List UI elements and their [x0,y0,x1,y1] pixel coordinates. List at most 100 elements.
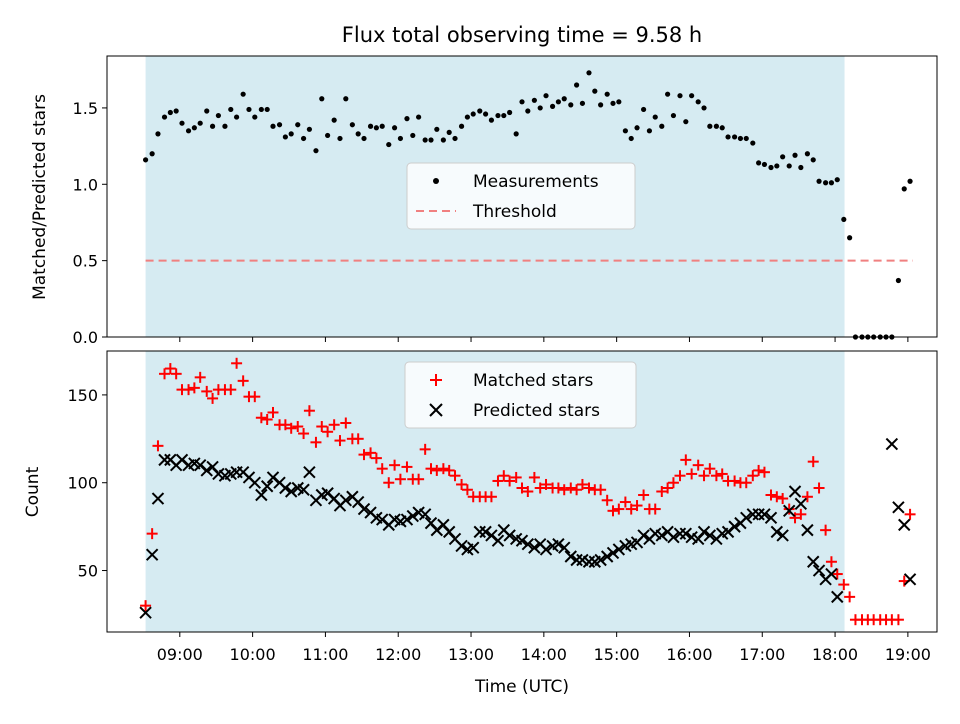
measurement-point [440,137,446,143]
predicted-star-point [776,529,789,542]
matched-star-point [813,482,825,494]
measurement-point [598,102,604,108]
matched-star-point [485,491,497,503]
measurement-point [743,135,749,142]
matched-star-point [522,486,534,497]
x-tick-label: 10:00 [230,645,276,664]
matched-star-point [638,489,650,501]
top-panel: 0.0 0.5 1.0 1.5 Matched/Predicted stars Mea… [30,55,938,347]
measurement-point [701,105,707,111]
measurement-point [804,151,811,157]
matched-star-point [571,484,583,496]
measurement-point [495,112,501,119]
y-tick-label: 0.5 [73,252,98,271]
measurement-point [264,106,270,113]
measurement-point [652,114,658,120]
matched-star-point [783,503,795,515]
measurement-point [519,99,525,105]
matched-star-point [352,433,364,445]
legend-threshold-label: Threshold [472,202,557,222]
measurement-point [477,108,483,114]
predicted-star-point [758,508,771,521]
matched-star-point [662,482,674,494]
predicted-star-point [667,530,680,544]
matched-star-point [820,524,832,536]
bottom-ylabel: Count [23,466,43,517]
y-tick-label: 1.0 [73,175,98,194]
measurement-point [513,131,519,137]
bottom-panel: 50 100 150 09:00 10:00 11:00 12:00 13:00 14:00 1… [23,350,938,697]
matched-star-point [159,368,171,380]
predicted-star-point [479,525,492,539]
y-tick-label: 50 [78,562,98,581]
measurement-point [568,102,574,108]
predicted-star-point [564,550,577,563]
measurement-point [646,128,653,134]
matched-star-point [492,475,504,487]
measurement-point [634,125,640,131]
measurement-point [537,105,543,111]
matched-star-point [838,579,850,591]
matched-star-point [419,443,431,455]
predicted-star-point [200,464,213,477]
matched-star-point [207,392,219,404]
predicted-star-point [528,541,541,554]
matched-star-point [201,385,213,397]
matched-star-point [225,384,237,396]
predicted-star-point [418,508,432,521]
measurement-point [561,96,567,102]
predicted-star-point [357,502,371,516]
measurement-point [319,96,325,102]
matched-star-point [376,463,388,475]
measurement-point [659,123,665,129]
measurement-point [834,177,840,183]
matched-star-point [303,405,315,417]
measurement-point [604,91,610,97]
measurement-point [197,120,203,126]
matched-star-point [656,486,668,497]
predicted-star-point [473,525,486,539]
measurement-point [592,88,598,94]
predicted-star-point [297,483,310,496]
predicted-star-point [782,504,796,518]
matched-star-point [904,508,916,520]
matched-star-point [753,464,765,476]
measurement-point [761,161,768,168]
matched-star-point [255,412,267,424]
matched-star-point [310,436,322,448]
legend-matched-label: Matched stars [473,371,593,391]
measurement-point [501,112,507,119]
matched-star-point [504,475,516,487]
matched-star-point [747,470,759,482]
measurement-point [683,119,689,125]
measurement-point [482,111,489,117]
measurement-point [731,134,738,140]
measurement-point [531,97,537,103]
measurement-point [276,122,283,128]
measurement-point [367,123,374,129]
measurement-point [325,132,331,139]
matched-star-point [188,382,200,394]
predicted-star-point [898,518,911,532]
predicted-star-point [255,488,268,502]
measurement-point [282,134,288,140]
measurement-point [300,135,307,142]
predicted-star-point [801,523,814,537]
measurement-point [586,70,592,76]
matched-star-point [328,419,340,431]
matched-star-point [625,503,637,515]
matched-star-point [649,503,661,515]
measurement-point [288,131,294,137]
matched-star-point [765,489,777,501]
measurement-point [252,114,258,120]
matched-star-point [267,406,279,418]
matched-star-point [449,470,461,482]
predicted-star-point [764,511,778,525]
predicted-star-point [606,546,620,560]
matched-star-point [322,426,334,438]
measurement-point [579,100,586,106]
measurement-point [665,91,671,97]
matched-star-point [758,466,770,478]
predicted-star-point [400,513,414,526]
